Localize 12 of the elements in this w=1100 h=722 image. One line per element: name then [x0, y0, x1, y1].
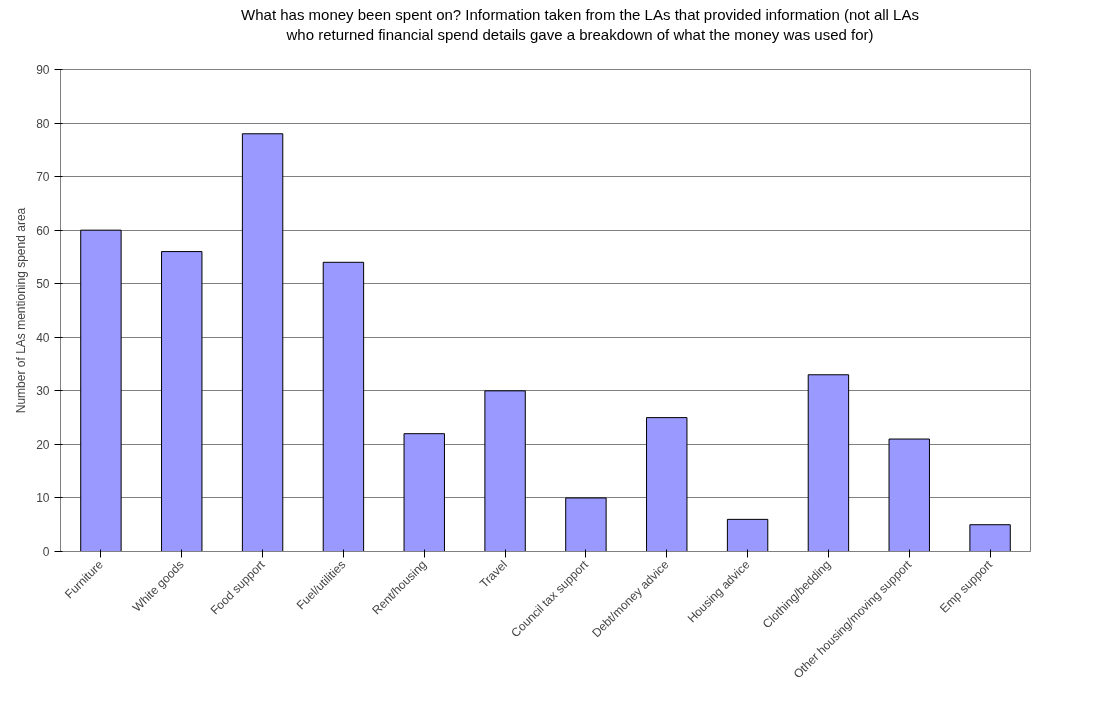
y-tick-label: 90 — [36, 63, 50, 77]
y-tick-label: 20 — [36, 437, 50, 452]
y-tick-label: 50 — [36, 277, 50, 292]
chart-title: What has money been spent on? Information taken from the LAs that provided information (not all LAs who returned financial spend details gave a breakdown of what the money was used for) — [240, 5, 920, 44]
y-axis-title: Number of LAs mentioning spend area — [14, 207, 29, 414]
y-tick-label: 40 — [36, 330, 50, 345]
y-tick-label: 30 — [36, 384, 50, 399]
y-tick-label: 60 — [36, 223, 50, 238]
y-tick-label: 10 — [36, 491, 50, 506]
y-tick-label: 70 — [36, 170, 50, 185]
y-tick-label: 80 — [36, 116, 50, 131]
y-tick-label: 0 — [42, 545, 50, 559]
